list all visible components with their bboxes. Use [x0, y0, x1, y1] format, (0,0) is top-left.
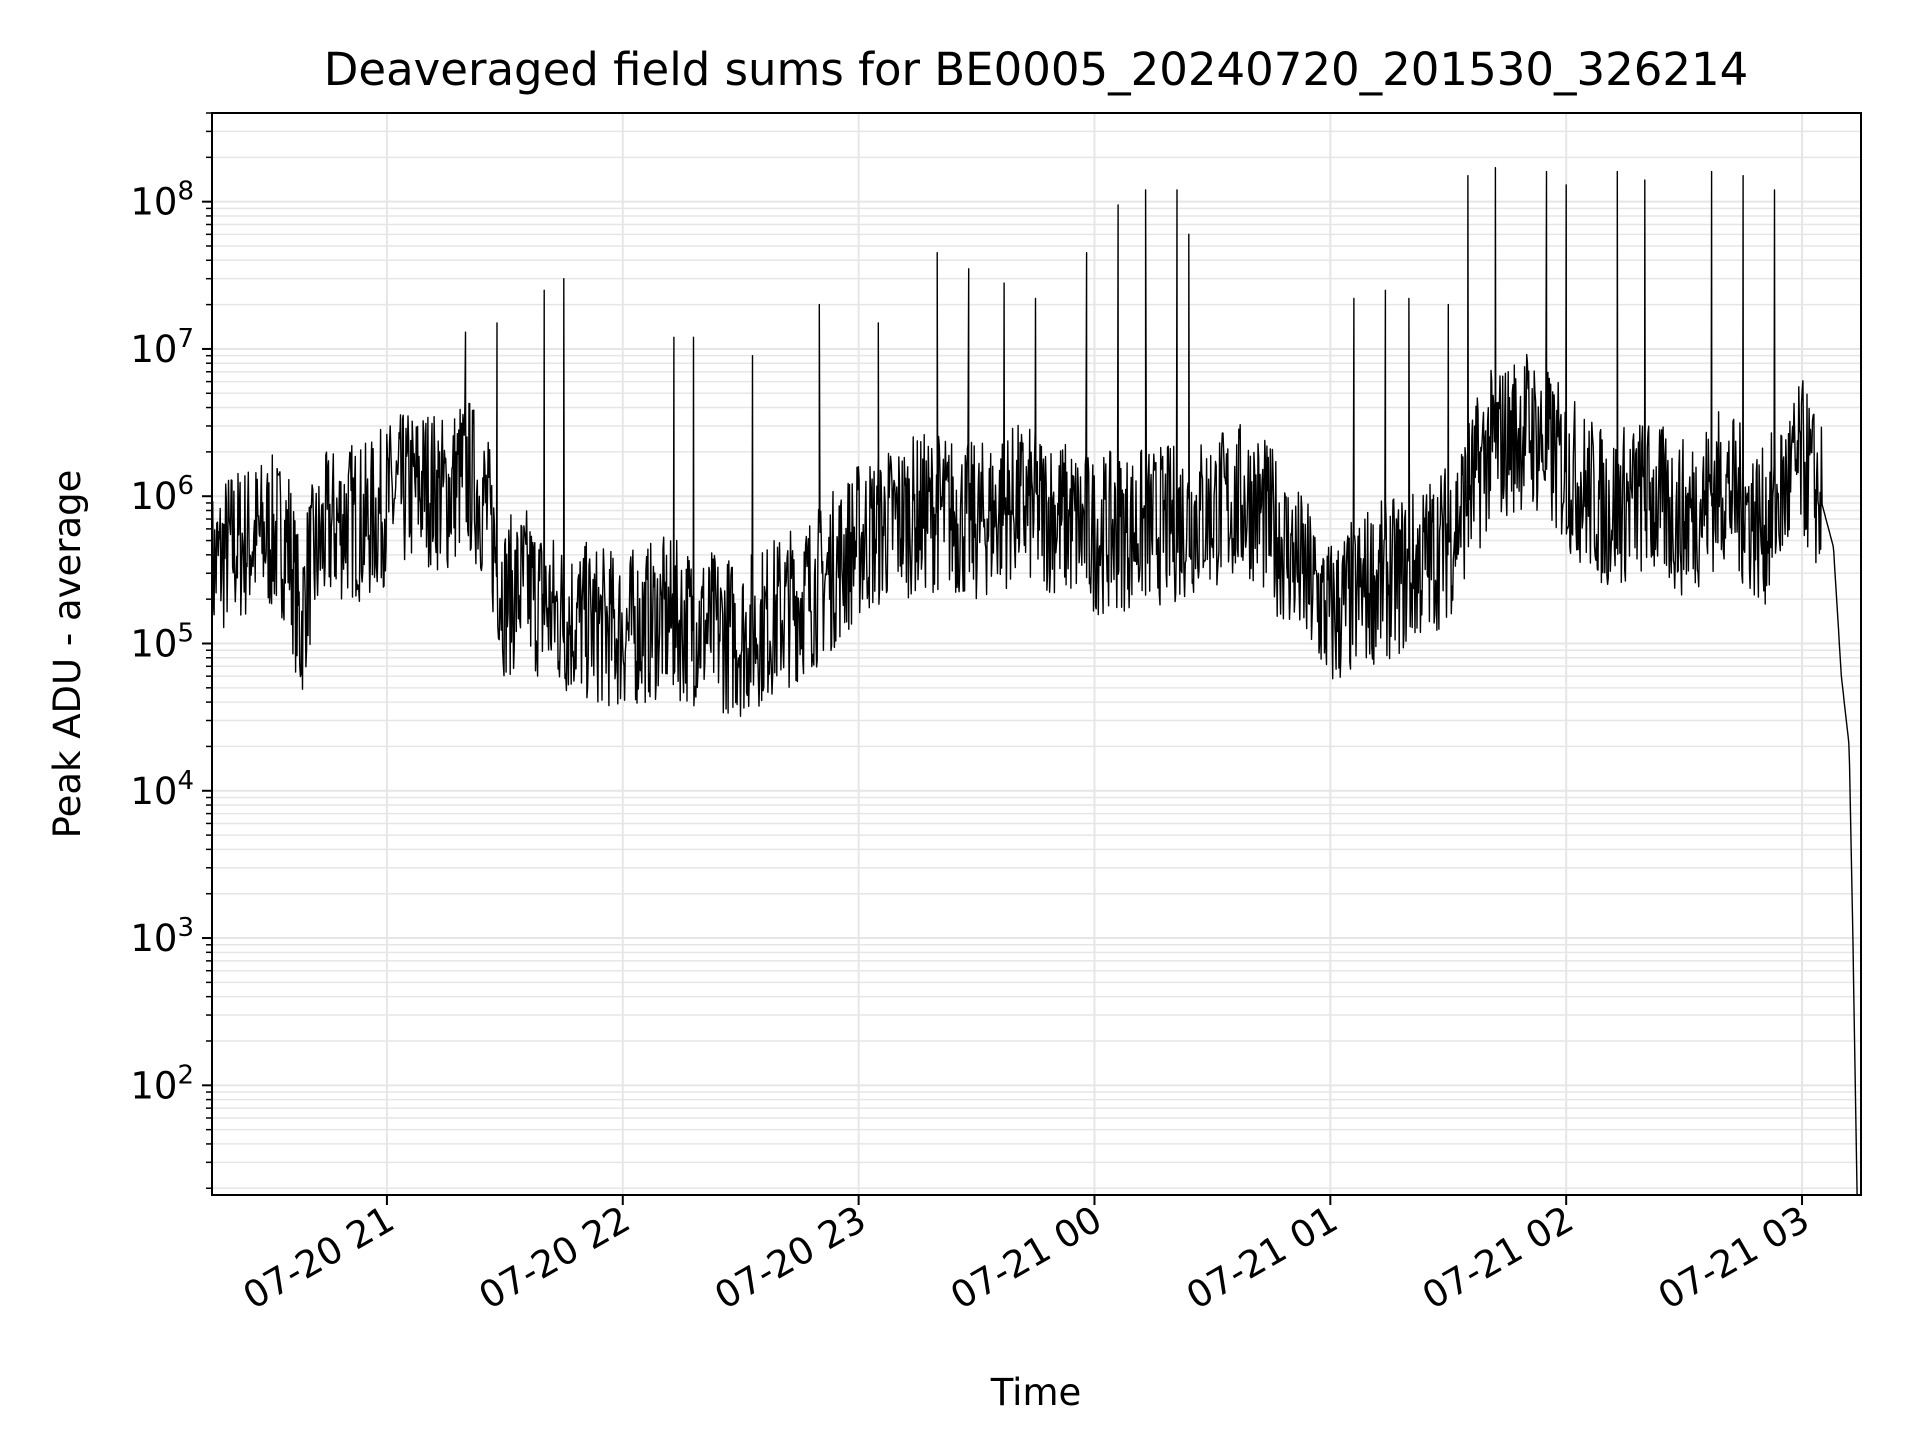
series-line [211, 167, 1858, 1196]
x-axis-label: Time [990, 1371, 1082, 1414]
y-tick-label: 106 [130, 471, 194, 518]
series-path [211, 167, 1858, 1196]
x-tick-label: 07-21 00 [943, 1198, 1109, 1318]
grid [212, 112, 1861, 1195]
y-tick-label: 104 [130, 766, 194, 813]
x-tick-label: 07-21 02 [1415, 1198, 1581, 1318]
x-tick-label: 07-21 03 [1651, 1198, 1817, 1318]
x-tick-label: 07-20 23 [708, 1198, 874, 1318]
chart-title: Deaveraged field sums for BE0005_2024072… [324, 43, 1749, 96]
x-tick-label: 07-20 21 [236, 1198, 402, 1318]
y-tick-label: 108 [130, 177, 194, 224]
y-axis-label: Peak ADU - average [46, 470, 89, 839]
y-tick-label: 102 [130, 1060, 194, 1107]
x-axis-ticks: 07-20 21 07-20 22 07-20 23 07-21 00 07-21 01… [236, 1195, 1817, 1318]
x-tick-label: 07-21 01 [1179, 1198, 1345, 1318]
x-tick-label: 07-20 22 [472, 1198, 638, 1318]
plot-frame [211, 112, 1862, 1196]
y-tick-label: 103 [130, 913, 194, 960]
y-tick-label: 107 [130, 324, 194, 371]
y-tick-label: 105 [130, 618, 194, 665]
y-axis-ticks: 102 103 104 105 106 107 108 [130, 112, 212, 1190]
